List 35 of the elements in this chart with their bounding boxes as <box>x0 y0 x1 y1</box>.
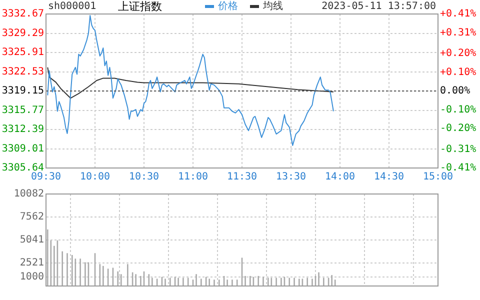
y-tick-label: 2521 <box>20 258 44 269</box>
y-tick-label: 1000 <box>20 271 44 282</box>
y2-tick-label: -0.31% <box>440 144 476 155</box>
x-tick-label: 11:30 <box>226 172 258 183</box>
y2-tick-label: +0.10% <box>440 66 476 78</box>
y2-tick-label: +0.41% <box>440 8 476 20</box>
x-tick-label: 13:30 <box>276 172 306 183</box>
y2-tick-label: -0.20% <box>440 123 476 134</box>
y-tick-label: 3332.67 <box>2 8 44 20</box>
y2-tick-label: -0.10% <box>440 104 476 116</box>
y-tick-label: 10082 <box>14 188 44 200</box>
x-tick-label: 15:00 <box>422 172 454 183</box>
x-tick-label: 10:00 <box>80 172 110 183</box>
y2-tick-label: 0.00% <box>440 86 470 97</box>
y-tick-label: 3309.01 <box>2 143 44 154</box>
y-tick-label: 3325.91 <box>2 47 44 58</box>
y-tick-label: 3312.39 <box>2 124 44 136</box>
y2-tick-label: +0.31% <box>440 27 476 38</box>
x-tick-label: 14:00 <box>324 172 356 183</box>
y-tick-label: 3319.15 <box>2 86 44 97</box>
legend-label: 均线 <box>263 1 283 12</box>
x-tick-label: 09:30 <box>30 172 62 183</box>
text: 2023-05-11 13:57:00 <box>322 1 436 13</box>
y-tick-label: 7562 <box>20 212 44 223</box>
x-tick-label: 14:30 <box>374 172 404 183</box>
y-tick-label: 5041 <box>20 234 44 246</box>
legend-label: 价格 <box>218 1 238 12</box>
y-tick-label: 3322.53 <box>2 66 44 78</box>
y2-tick-label: +0.20% <box>440 48 476 60</box>
x-tick-label: 10:30 <box>128 172 160 183</box>
y-tick-label: 3315.77 <box>2 104 44 116</box>
y-tick-label: 3329.29 <box>2 28 44 39</box>
chart-subtitle: sh000001 <box>48 1 96 13</box>
x-tick-label: 11:00 <box>178 172 208 183</box>
chart-title: 上证指数 <box>118 0 162 13</box>
